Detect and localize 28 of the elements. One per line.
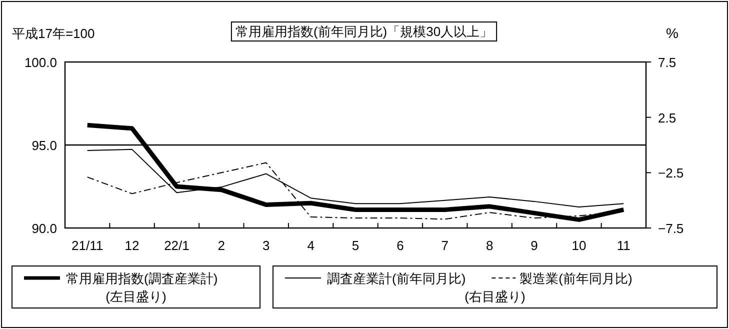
- x-tick-label: 5: [352, 238, 360, 253]
- legend-label: 調査産業計(前年同月比): [327, 271, 466, 286]
- y-tick-label: 100.0: [24, 55, 57, 70]
- x-tick-label: 22/1: [164, 238, 190, 253]
- text: (左目盛り): [106, 289, 166, 304]
- x-tick-label: 8: [486, 238, 494, 253]
- text: (右目盛り): [464, 289, 526, 304]
- y-axis-title: 平成17年=100: [12, 26, 95, 41]
- y-tick-label: 90.0: [32, 221, 57, 236]
- x-tick-label: 10: [572, 238, 586, 253]
- x-tick-label: 3: [262, 238, 270, 253]
- y2-tick-label: 2.5: [658, 110, 676, 126]
- x-tick-label: 6: [396, 238, 404, 253]
- x-tick-label: 21/11: [72, 238, 104, 253]
- y2-tick-label: 7.5: [658, 55, 676, 70]
- legend-label: 常用雇用指数(調査産業計): [66, 271, 218, 286]
- x-tick-label: 7: [441, 238, 448, 253]
- legend-label: 製造業(前年同月比): [520, 271, 632, 286]
- x-tick-label: 11: [616, 238, 630, 253]
- x-tick-label: 9: [530, 238, 538, 253]
- chart-title: 常用雇用指数(前年同月比)「規模30人以上」: [235, 24, 493, 39]
- x-tick-label: 12: [124, 238, 140, 253]
- y2-tick-label: −2.5: [658, 166, 684, 181]
- y2-tick-label: −7.5: [658, 221, 684, 236]
- x-tick-label: 4: [307, 238, 314, 253]
- y2-axis-title: %: [666, 25, 678, 41]
- x-tick-label: 2: [218, 238, 226, 253]
- y-tick-label: 95.0: [32, 138, 57, 153]
